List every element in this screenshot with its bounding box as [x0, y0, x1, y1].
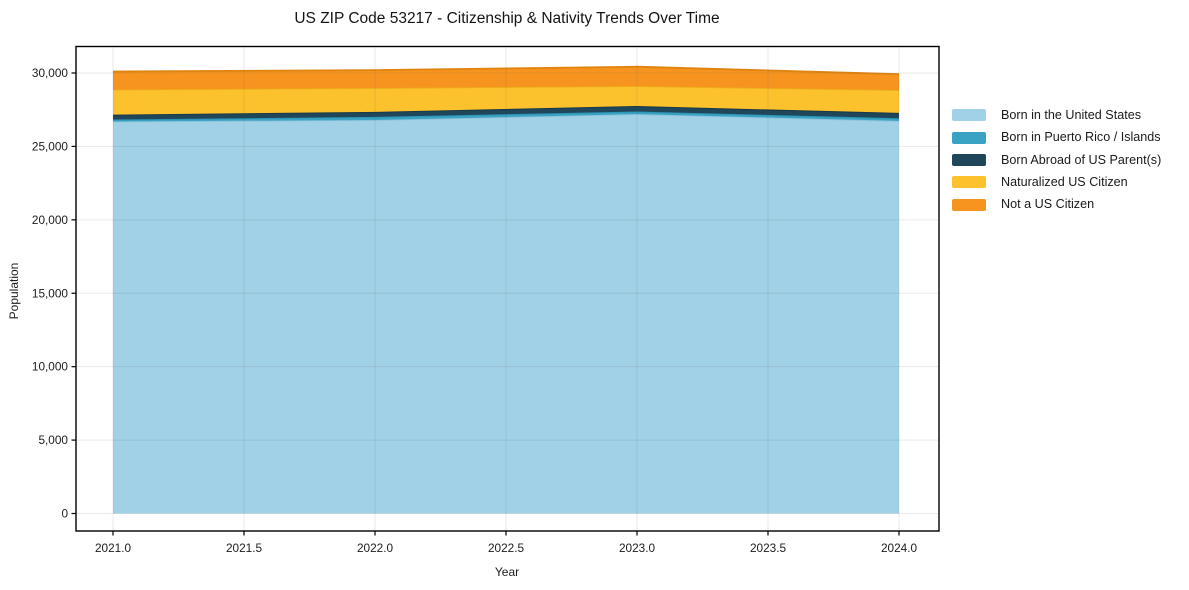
y-axis-label: Population — [7, 263, 21, 320]
legend-item-3: Naturalized US Citizen — [952, 171, 1161, 193]
x-tick-label-6: 2024.0 — [881, 541, 918, 555]
x-tick-label-4: 2023.0 — [619, 541, 656, 555]
area-series-4 — [113, 66, 899, 90]
x-tick-label-5: 2023.5 — [750, 541, 787, 555]
y-tick-label-1: 5,000 — [38, 433, 68, 447]
y-tick-label-5: 25,000 — [32, 139, 69, 153]
legend-label-4: Not a US Citizen — [1001, 197, 1095, 212]
y-tick-label-6: 30,000 — [32, 66, 69, 80]
area-series-0 — [113, 114, 899, 514]
chart-title: US ZIP Code 53217 - Citizenship & Nativi… — [294, 10, 719, 27]
y-tick-label-4: 20,000 — [32, 213, 69, 227]
legend-swatch-1 — [952, 131, 986, 144]
legend-label-3: Naturalized US Citizen — [1001, 175, 1128, 190]
area-series-3 — [113, 86, 899, 115]
axes-frame — [75, 45, 940, 532]
y-tick-label-3: 15,000 — [32, 286, 69, 300]
legend-item-0: Born in the United States — [952, 104, 1161, 126]
area-edge-3 — [112, 85, 900, 91]
x-tick-label-0: 2021.0 — [95, 541, 132, 555]
plot-area: 2021.0 2021.5 2022.0 2022.5 2023.0 2023.5 2024… — [32, 45, 940, 555]
y-tick-label-0: 0 — [61, 507, 68, 521]
legend-swatch-4 — [952, 198, 986, 211]
x-tick-label-3: 2022.5 — [488, 541, 525, 555]
legend-label-2: Born Abroad of US Parent(s) — [1001, 152, 1162, 167]
legend-item-1: Born in Puerto Rico / Islands — [952, 126, 1161, 148]
legend-item-4: Not a US Citizen — [952, 194, 1161, 216]
x-tick-label-1: 2021.5 — [226, 541, 263, 555]
area-series-2 — [113, 106, 899, 120]
x-axis-label: Year — [495, 565, 519, 579]
legend-swatch-2 — [952, 153, 986, 166]
legend-item-2: Born Abroad of US Parent(s) — [952, 149, 1161, 171]
x-tick-label-2: 2022.0 — [357, 541, 394, 555]
legend-label-0: Born in the United States — [1001, 107, 1142, 122]
legend-swatch-3 — [952, 176, 986, 189]
y-tick-label-2: 10,000 — [32, 360, 69, 374]
area-edge-4 — [112, 65, 900, 76]
legend: Born in the United States Born in Puerto … — [952, 104, 1161, 216]
legend-label-1: Born in Puerto Rico / Islands — [1001, 130, 1161, 145]
legend-swatch-0 — [952, 109, 986, 122]
